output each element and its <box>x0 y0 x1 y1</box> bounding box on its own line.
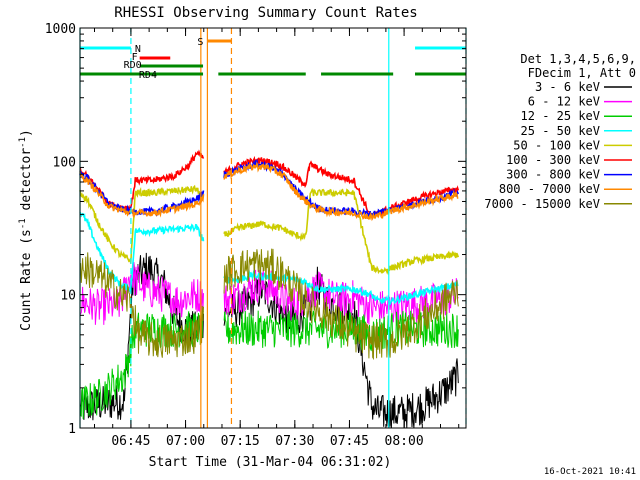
x-tick-label: 07:30 <box>275 434 314 449</box>
legend-label-3-6-kev: 3 - 6 keV <box>535 80 600 94</box>
axes-frame <box>79 27 467 429</box>
legend-label-300-800-kev: 300 - 800 keV <box>506 168 600 182</box>
legend: Det 1,3,4,5,6,9, FDecim 1, Att 0 3 - 6 k… <box>484 52 636 211</box>
y-axis-label-sup2: -1 <box>18 137 28 148</box>
y-tick-label: 1 <box>68 422 76 437</box>
flag-label-rd4: RD4 <box>139 70 157 81</box>
x-tick-label: 08:00 <box>385 434 424 449</box>
legend-label-6-12-kev: 6 - 12 keV <box>528 95 600 109</box>
legend-header-line-1: Det 1,3,4,5,6,9, <box>520 52 636 66</box>
y-axis-label-tail: detector <box>19 148 34 219</box>
y-tick-label: 10 <box>60 289 76 304</box>
footer-timestamp: 16-Oct-2021 10:41 <box>544 467 636 477</box>
series-line-50-100-kev <box>79 184 460 276</box>
legend-label-50-100-kev: 50 - 100 keV <box>513 138 600 152</box>
y-tick-label: 100 <box>53 155 76 170</box>
x-tick-label: 06:45 <box>111 434 150 449</box>
flag-label-s: S <box>197 37 203 48</box>
series-line-800-7000-kev <box>79 161 459 222</box>
flag-label-n: N <box>135 44 141 55</box>
series-line-7000-15000-kev <box>79 248 459 361</box>
x-tick-label: 07:15 <box>221 434 260 449</box>
legend-label-7000-15000-kev: 7000 - 15000 keV <box>484 197 600 211</box>
y-axis-label-main: Count Rate (s <box>19 229 34 331</box>
chart-title: RHESSI Observing Summary Count Rates <box>114 5 417 21</box>
flag-label-f: F <box>132 52 138 63</box>
series-line-100-300-kev <box>79 149 460 220</box>
y-axis-label-end: ) <box>19 129 34 137</box>
x-tick-label: 07:45 <box>330 434 369 449</box>
legend-label-100-300-kev: 100 - 300 keV <box>506 153 600 167</box>
legend-label-800-7000-kev: 800 - 7000 keV <box>499 182 600 196</box>
y-axis-label-sup: -1 <box>18 218 28 229</box>
y-tick-label: 1000 <box>45 22 76 37</box>
legend-label-12-25-kev: 12 - 25 keV <box>521 109 600 123</box>
series-line-25-50-kev <box>79 211 459 306</box>
legend-header-line-2: FDecim 1, Att 0 <box>528 66 636 80</box>
x-tick-label: 07:00 <box>166 434 205 449</box>
y-axis-label: Count Rate (s-1 detector-1) <box>18 129 34 331</box>
x-axis-label: Start Time (31-Mar-04 06:31:02) <box>149 455 392 470</box>
flag-label-rd0: RD0 <box>124 60 142 71</box>
legend-label-25-50-kev: 25 - 50 keV <box>521 124 600 138</box>
axes: 1 10 100 1000 06:45 07:00 07:15 07:30 07:45 08:00 <box>45 22 467 449</box>
